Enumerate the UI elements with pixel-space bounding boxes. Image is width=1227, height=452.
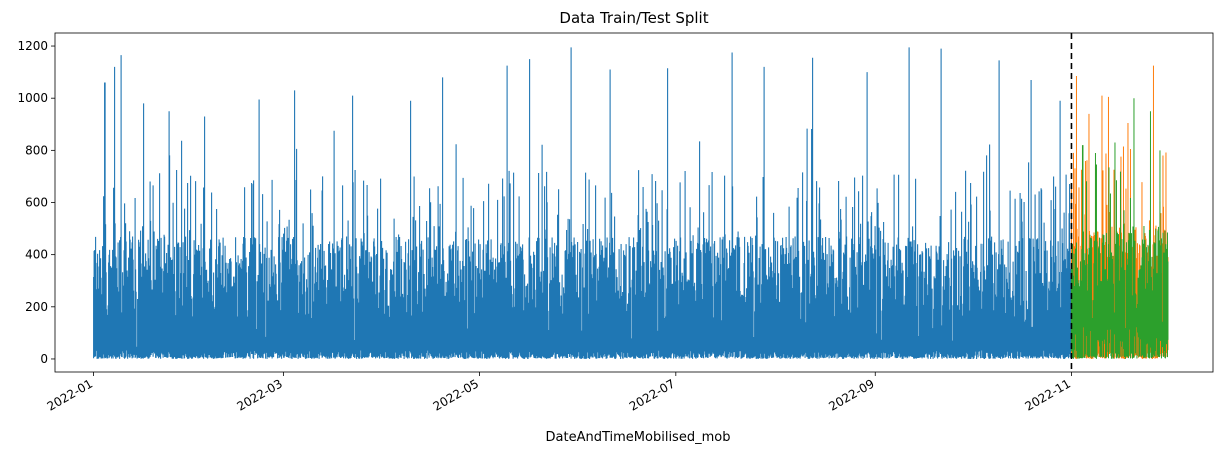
series-layer <box>93 47 1169 359</box>
x-tick-label: 2022-11 <box>1023 376 1073 413</box>
y-tick-label: 1000 <box>17 91 48 105</box>
y-tick-label: 400 <box>25 248 48 262</box>
y-tick-label: 1200 <box>17 39 48 53</box>
y-tick-label: 0 <box>40 352 48 366</box>
y-tick-label: 800 <box>25 143 48 157</box>
x-tick-label: 2022-05 <box>431 376 481 413</box>
y-tick-label: 200 <box>25 300 48 314</box>
x-axis-label: DateAndTimeMobilised_mob <box>546 430 731 445</box>
y-tick-label: 600 <box>25 196 48 210</box>
x-tick-label: 2022-09 <box>826 376 876 413</box>
x-axis: 2022-01 2022-03 2022-05 2022-07 2022-09 2022-… <box>45 372 1073 414</box>
x-tick-label: 2022-07 <box>627 376 677 413</box>
chart-title: Data Train/Test Split <box>559 9 708 27</box>
x-tick-label: 2022-01 <box>45 376 95 413</box>
x-tick-label: 2022-03 <box>234 376 284 413</box>
y-axis: 0 200 400 600 800 1000 1200 <box>17 39 55 366</box>
series-line-1 <box>93 47 1072 359</box>
